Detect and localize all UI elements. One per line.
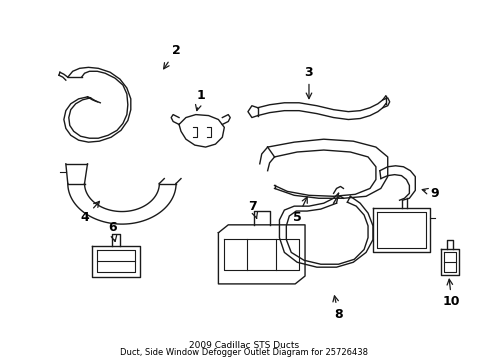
Text: 5: 5 (292, 197, 306, 224)
Text: 2009 Cadillac STS Ducts: 2009 Cadillac STS Ducts (188, 341, 299, 350)
Text: 9: 9 (421, 187, 438, 200)
Text: 2: 2 (163, 44, 180, 69)
Text: 6: 6 (107, 221, 117, 242)
Text: 7: 7 (248, 200, 257, 218)
Text: 1: 1 (195, 89, 204, 111)
Text: 8: 8 (332, 296, 342, 321)
Text: 4: 4 (80, 201, 99, 224)
Text: Duct, Side Window Defogger Outlet Diagram for 25726438: Duct, Side Window Defogger Outlet Diagra… (120, 348, 367, 357)
Text: 10: 10 (442, 279, 460, 308)
Text: 3: 3 (304, 66, 313, 99)
